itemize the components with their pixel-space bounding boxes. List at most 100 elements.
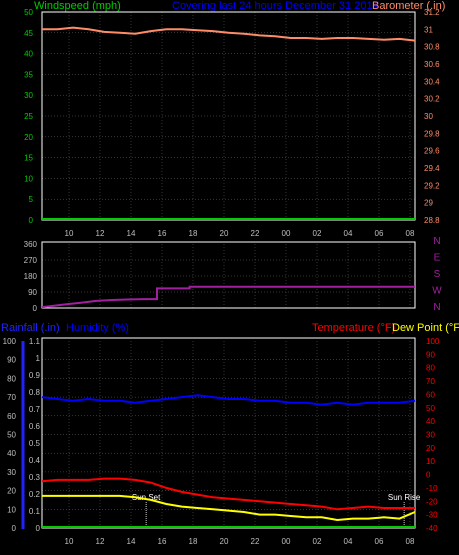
windspeed-tick: 15 — [24, 154, 33, 163]
x-tick-label: 04 — [344, 229, 353, 238]
windspeed-axis-label: Windspeed (mph) — [34, 0, 121, 12]
x-tick-label: 18 — [189, 537, 198, 546]
chart-title: Covering last 24 hours December 31 2014 — [172, 0, 379, 12]
rainfall-tick: 0.9 — [29, 371, 41, 380]
rainfall-axis-label: Rainfall (.in) — [1, 322, 60, 334]
barometer-tick: 29 — [424, 199, 433, 208]
x-tick-label: 08 — [406, 537, 415, 546]
wind-direction-line — [41, 285, 415, 309]
barometer-tick: 30.8 — [424, 43, 440, 52]
panel-1-grid — [42, 12, 415, 220]
barometer-tick: 29.4 — [424, 164, 440, 173]
temperature-tick: 100 — [426, 337, 440, 346]
x-tick-label: 04 — [344, 537, 353, 546]
barometer-tick: 31 — [424, 25, 433, 34]
direction-tick: 90 — [28, 288, 37, 297]
humidity-tick: 60 — [7, 412, 16, 421]
sun-marker-label: Sun Rise — [388, 493, 421, 502]
windspeed-tick: 40 — [24, 50, 33, 59]
windspeed-tick: 50 — [24, 8, 33, 17]
compass-tick: W — [432, 286, 442, 297]
x-tick-label: 16 — [158, 229, 167, 238]
barometer-tick: 29.6 — [424, 147, 440, 156]
x-tick-label: 06 — [375, 229, 384, 238]
temperature-tick: -10 — [426, 484, 438, 493]
dewpoint-line — [42, 494, 416, 522]
rainfall-tick: 1 — [36, 354, 41, 363]
compass-tick: S — [434, 269, 441, 280]
temperature-tick: 40 — [426, 417, 435, 426]
humidity-tick: 30 — [7, 468, 16, 477]
rainfall-tick: 0.3 — [29, 473, 41, 482]
panel-1-series — [42, 26, 416, 220]
temperature-tick: 60 — [426, 390, 435, 399]
temperature-tick: -30 — [426, 511, 438, 520]
barometer-line — [42, 26, 416, 42]
temperature-tick: 10 — [426, 457, 435, 466]
temperature-tick: 0 — [426, 471, 431, 480]
rainfall-tick: 0.2 — [29, 490, 41, 499]
windspeed-tick: 5 — [29, 195, 34, 204]
rainfall-tick: 0.4 — [29, 456, 41, 465]
x-tick-label: 14 — [127, 537, 136, 546]
x-tick-label: 00 — [282, 537, 291, 546]
panel-1-x-tick-labels: 10 12 14 16 18 20 22 00 02 04 06 08 — [65, 229, 415, 238]
humidity-tick: 50 — [7, 431, 16, 440]
barometer-tick-labels: 28.8 29 29.2 29.4 29.6 29.8 30 30.2 30.4 30.6 30.8… — [424, 8, 440, 225]
panel-3: 0 0.1 0.2 0.3 0.4 0.5 0.6 0.7 0.8 0.9 1 1.1 0 10 20 30… — [1, 322, 459, 546]
windspeed-tick-labels: 0 5 10 15 20 25 30 35 40 45 50 — [24, 8, 33, 225]
x-tick-label: 14 — [127, 229, 136, 238]
humidity-tick: 10 — [7, 505, 16, 514]
panel-3-grid — [42, 341, 415, 528]
rainfall-tick: 0 — [36, 524, 41, 533]
windspeed-tick: 0 — [29, 216, 34, 225]
rainfall-tick: 1.1 — [29, 337, 41, 346]
panel-3-x-tick-labels: 10 12 14 16 18 20 22 00 02 04 06 08 — [65, 537, 415, 546]
rainfall-tick: 0.8 — [29, 388, 41, 397]
dewpoint-axis-label: Dew Point (°F) — [392, 322, 459, 334]
rainfall-tick: 0.5 — [29, 439, 41, 448]
sun-annotations: Sun Set Sun Rise — [132, 493, 421, 528]
x-tick-label: 06 — [375, 537, 384, 546]
x-tick-label: 20 — [220, 537, 229, 546]
x-tick-label: 12 — [96, 229, 105, 238]
temperature-tick: 90 — [426, 350, 435, 359]
temperature-tick: 70 — [426, 377, 435, 386]
x-tick-label: 10 — [65, 229, 74, 238]
compass-tick: N — [433, 236, 440, 247]
direction-tick: 270 — [24, 256, 38, 265]
humidity-tick: 70 — [7, 393, 16, 402]
temperature-line — [41, 477, 415, 511]
sun-marker-label: Sun Set — [132, 493, 161, 502]
temperature-tick: -20 — [426, 497, 438, 506]
x-tick-label: 12 — [96, 537, 105, 546]
x-tick-label: 18 — [189, 229, 198, 238]
x-tick-label: 00 — [282, 229, 291, 238]
x-tick-label: 02 — [313, 537, 322, 546]
panel-2-frame — [41, 241, 416, 309]
temperature-tick: 80 — [426, 364, 435, 373]
humidity-axis-label: Humidity (%) — [66, 322, 129, 334]
humidity-tick: 100 — [3, 337, 17, 346]
windspeed-tick: 25 — [24, 112, 33, 121]
barometer-tick: 29.8 — [424, 129, 440, 138]
windspeed-tick: 45 — [24, 29, 33, 38]
temperature-tick: 50 — [426, 404, 435, 413]
humidity-tick: 80 — [7, 374, 16, 383]
temperature-tick: 30 — [426, 431, 435, 440]
temperature-tick: -40 — [426, 524, 438, 533]
panel-2-grid — [42, 244, 415, 308]
direction-tick-labels: 0 90 180 270 360 — [24, 240, 38, 313]
x-tick-label: 22 — [251, 537, 260, 546]
panel-2-series — [41, 285, 415, 309]
barometer-tick: 30.4 — [424, 77, 440, 86]
x-tick-label: 10 — [65, 537, 74, 546]
x-tick-label: 16 — [158, 537, 167, 546]
barometer-tick: 30.6 — [424, 60, 440, 69]
rainfall-tick-labels: 0 0.1 0.2 0.3 0.4 0.5 0.6 0.7 0.8 0.9 1 1.1 — [29, 337, 41, 533]
humidity-tick-labels: 0 10 20 30 40 50 60 70 80 90 100 — [3, 337, 17, 533]
humidity-tick: 20 — [7, 487, 16, 496]
